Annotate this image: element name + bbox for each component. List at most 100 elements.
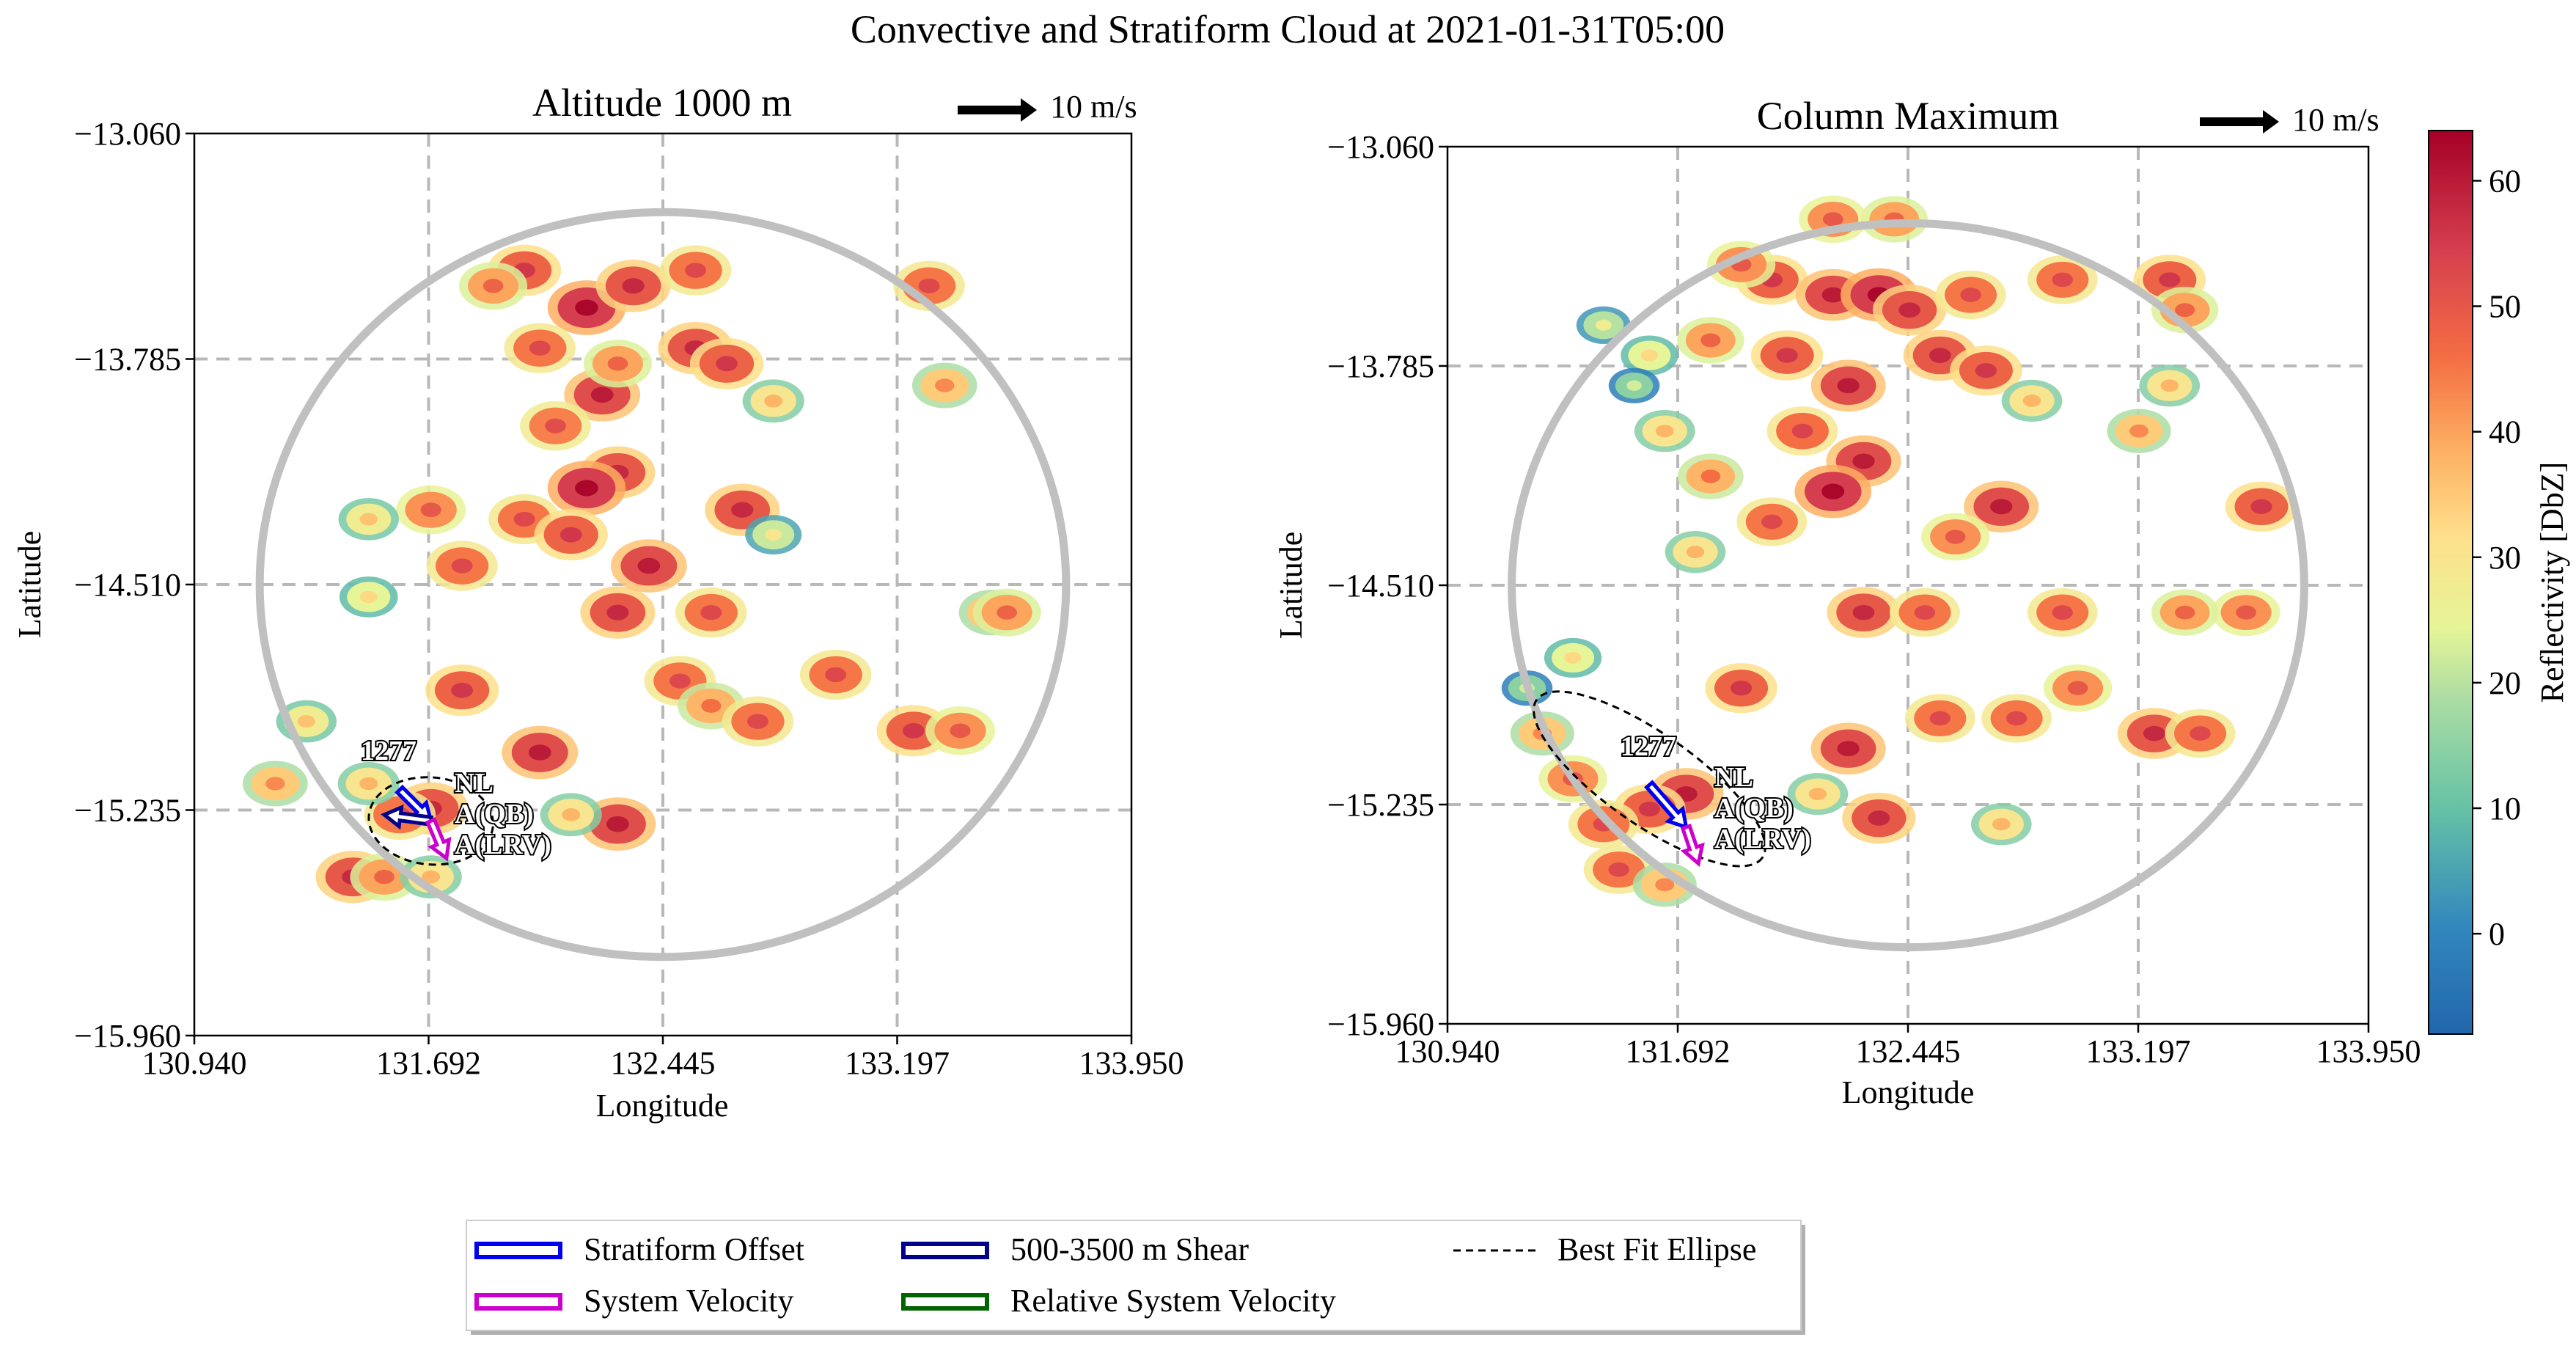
echo-cell-core	[1898, 302, 1920, 318]
echo-cell-core	[545, 418, 566, 433]
alrv-label-altitude: A(LRV)	[455, 829, 551, 860]
echo-cell-core	[2022, 394, 2041, 407]
echo-cell-core	[590, 387, 614, 403]
echo-cell-core	[1821, 287, 1844, 303]
echo-cell-core	[575, 480, 598, 497]
y-tick-label: −14.510	[1327, 568, 1434, 604]
echo-cell-core	[606, 816, 629, 832]
echo-cell-core	[2129, 424, 2148, 438]
legend-label-best-fit-ellipse: Best Fit Ellipse	[1557, 1231, 1756, 1267]
legend-entry-system-velocity: System Velocity	[474, 1283, 793, 1319]
echo-cell-core	[528, 744, 551, 761]
y-tick-label: −13.060	[74, 116, 181, 152]
echo-cell-core	[420, 502, 441, 518]
legend-label-stratiform-offset: Stratiform Offset	[584, 1231, 804, 1267]
wind-key-label-altitude: 10 m/s	[1050, 89, 1137, 125]
500-3500-m-shear-arrow	[381, 804, 434, 830]
colorbar-tick-label: 30	[2489, 540, 2521, 576]
y-axis-label-altitude: Latitude	[12, 531, 48, 639]
echo-layer-altitude	[243, 244, 1041, 904]
echo-cell-core	[1655, 878, 1675, 892]
echo-cell-core	[422, 870, 441, 884]
echo-cell-core	[1992, 818, 2011, 831]
legend-label-system-velocity: System Velocity	[584, 1283, 793, 1319]
nl-label-altitude: NL	[455, 768, 493, 799]
echo-cell-core	[1975, 363, 1997, 378]
echo-cell-core	[2250, 499, 2272, 514]
wind-key-column-max: 10 m/s	[2200, 102, 2379, 138]
echo-cell-core	[1761, 514, 1783, 530]
echo-cell-core	[2052, 605, 2073, 620]
system-velocity-arrow	[1680, 824, 1705, 868]
system-id-label-column-max: 1277	[1621, 731, 1676, 762]
echo-cell-core	[374, 870, 395, 884]
y-axis-label-column-max: Latitude	[1273, 532, 1309, 640]
echo-cell-core	[622, 278, 645, 294]
echo-cell-core	[265, 777, 285, 791]
echo-cell-core	[1852, 453, 1875, 469]
colorbar-tick-label: 10	[2489, 791, 2521, 827]
stratiform-offset-arrow	[395, 784, 434, 824]
annotations-column-max: 1277 NL A(QB) A(LRV)	[1619, 730, 1813, 856]
echo-cell-core	[1914, 605, 1936, 620]
echo-cell-core	[451, 558, 473, 574]
echo-cell-core	[606, 604, 629, 620]
echo-cell-core	[716, 356, 738, 372]
x-tick-label: 133.197	[845, 1045, 950, 1081]
annotations-altitude: 1277 NL A(QB) A(LRV)	[359, 734, 553, 862]
y-tick-label: −13.785	[74, 342, 181, 378]
echo-cell-core	[764, 395, 783, 408]
echo-cell-core	[575, 299, 598, 316]
colorbar: 0 10 20 30 40 50 60 Reflectivity [DbZ]	[2428, 130, 2570, 1035]
colorbar-label: Reflectivity [DbZ]	[2534, 462, 2570, 703]
echo-cell-core	[935, 378, 955, 392]
echo-cell-core	[701, 698, 722, 713]
y-tick-label: −15.960	[1327, 1006, 1434, 1042]
y-tick-label: −15.235	[74, 793, 181, 829]
echo-cell-core	[529, 340, 551, 356]
echo-cell-core	[1656, 425, 1674, 438]
echo-cell-core	[1730, 681, 1753, 696]
x-tick-label: 132.445	[1856, 1033, 1961, 1069]
colorbar-tick-label: 60	[2489, 163, 2521, 199]
arrow-layer-column-max	[1644, 780, 1705, 868]
echo-cell-core	[825, 667, 847, 683]
colorbar-tick-label: 50	[2489, 289, 2521, 325]
x-tick-label: 130.940	[142, 1045, 247, 1081]
echo-cell-core	[1929, 711, 1951, 726]
system-velocity-arrow	[425, 817, 452, 862]
echo-cell-core	[1626, 380, 1642, 391]
echo-cell-core	[2067, 681, 2088, 695]
echo-cell-core	[669, 673, 691, 689]
panel-column-max: 130.940 131.692 132.445 133.197 133.950 −13.0…	[1273, 94, 2421, 1110]
echo-cell-core	[700, 605, 722, 620]
echo-cell-core	[731, 502, 754, 518]
panel-altitude: 130.940 131.692 132.445 133.197 133.950 −13.0…	[12, 81, 1184, 1124]
echo-cell-core	[1822, 212, 1843, 227]
best-fit-ellipse	[367, 776, 494, 866]
echo-cell-core	[297, 715, 316, 728]
echo-cell-core	[2236, 605, 2256, 620]
system-id-label-altitude: 1277	[361, 736, 417, 766]
echo-cell-core	[1638, 802, 1661, 817]
echo-cell-core	[918, 278, 940, 293]
range-ring-column-max	[1508, 219, 2308, 952]
y-tick-label: −13.060	[1327, 129, 1434, 165]
range-ring-altitude	[255, 208, 1071, 961]
echo-cell-core	[950, 723, 971, 739]
echo-cell-core	[685, 263, 707, 278]
wind-key-arrow-icon	[2200, 110, 2279, 133]
echo-cell-core	[747, 714, 768, 729]
echo-cell-core	[1868, 810, 1890, 826]
wind-key-arrow-icon	[958, 98, 1037, 122]
x-axis-label-altitude: Longitude	[596, 1088, 729, 1124]
aqb-label-altitude: A(QB)	[455, 799, 534, 829]
y-tick-label: −15.960	[74, 1018, 181, 1054]
panel-title-column-max: Column Maximum	[1757, 94, 2060, 138]
nl-label-column-max: NL	[1714, 762, 1753, 793]
echo-cell-core	[1821, 483, 1845, 499]
legend-label-relative-system-velocity: Relative System Velocity	[1010, 1283, 1336, 1319]
colorbar-ticks: 0 10 20 30 40 50 60	[2473, 163, 2521, 952]
echo-cell-core	[902, 722, 925, 739]
